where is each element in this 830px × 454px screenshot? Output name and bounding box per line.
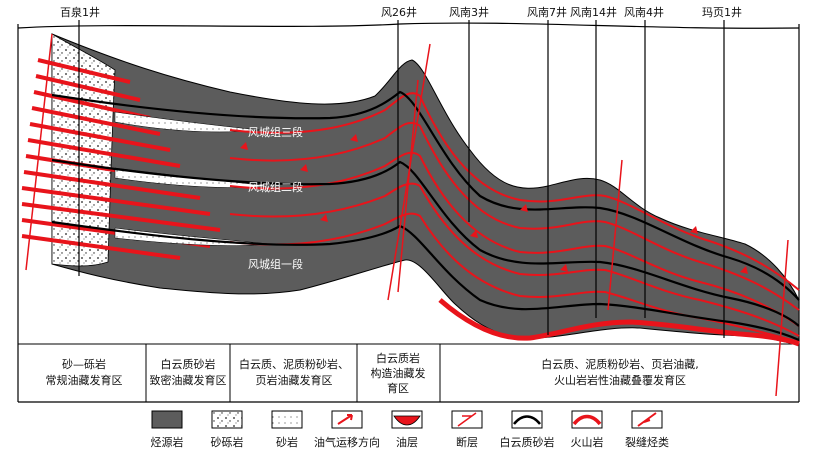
zone-2-line-2: 致密油藏发育区	[150, 373, 227, 387]
sandstone-icon	[271, 410, 303, 429]
legend-label-source-rock: 烃源岩	[151, 435, 184, 449]
zone-texts: 砂—砾岩 常规油藏发育区 白云质砂岩 致密油藏发育区 白云质、泥质粉砂岩、 页岩…	[46, 351, 699, 395]
zone-3-line-2: 页岩油藏发育区	[256, 373, 333, 387]
left-oil-stripes	[21, 58, 221, 260]
volcanic-rock-icon	[572, 414, 602, 426]
well-label-baiquan1: 百泉1井	[60, 5, 100, 19]
formation-label-1: 风城组一段	[248, 257, 303, 271]
legend-item-dolomitic-sandstone: 白云质砂岩	[500, 410, 555, 449]
well-lines	[78, 20, 725, 338]
zone-1-line-1: 砂—砾岩	[62, 357, 106, 371]
legend-item-fracture: 裂缝烃类	[625, 410, 669, 449]
migration-arrows	[240, 134, 748, 274]
formation-label-3: 风城组三段	[248, 125, 303, 139]
zone-4-line-3: 育区	[387, 381, 409, 395]
dolomitic-sandstone-icon	[513, 415, 541, 425]
zone-5-line-1: 白云质、泥质粉砂岩、页岩油藏,	[541, 357, 699, 371]
zone-4-line-1: 白云质岩	[376, 351, 420, 365]
well-label-mayе1: 玛页1井	[702, 5, 742, 19]
legend: 烃源岩 砂砾岩 砂岩 油气运移方向 油层 断层 白云质砂岩	[151, 410, 669, 449]
formation-boundaries	[51, 90, 800, 342]
well-label-fengnan7: 风南7井	[527, 5, 567, 19]
legend-item-migration: 油气运移方向	[314, 410, 380, 449]
zone-dividers	[145, 344, 441, 402]
fracture-hydrocarbon-icon	[637, 412, 657, 427]
surface-line	[17, 22, 800, 29]
legend-label-fracture: 裂缝烃类	[625, 435, 669, 449]
zone-5-line-2: 火山岩岩性油藏叠覆发育区	[554, 373, 686, 387]
well-label-fengnan4: 风南4井	[624, 5, 664, 19]
legend-label-sandy-conglomerate: 砂砾岩	[211, 435, 244, 449]
legend-label-migration: 油气运移方向	[314, 435, 380, 449]
legend-label-oil-layer: 油层	[396, 435, 418, 449]
legend-label-fault: 断层	[456, 435, 478, 449]
sandy-conglomerate-icon	[211, 410, 243, 429]
legend-item-sandy-conglomerate: 砂砾岩	[211, 410, 244, 449]
faults	[25, 33, 789, 397]
well-labels: 百泉1井 风26井 风南3井 风南7井 风南14井 风南4井 玛页1井	[60, 5, 742, 19]
zone-3-line-1: 白云质、泥质粉砂岩、	[239, 357, 349, 371]
well-label-feng26: 风26井	[381, 5, 417, 19]
legend-label-dolomitic-sandstone: 白云质砂岩	[500, 435, 555, 449]
oil-layer-icon	[393, 415, 421, 426]
legend-item-volcanic: 火山岩	[571, 410, 604, 449]
legend-label-volcanic: 火山岩	[571, 435, 604, 449]
fault-icon	[457, 412, 477, 427]
source-rock-icon	[151, 410, 183, 429]
formation-labels: 风城组三段 风城组二段 风城组一段	[248, 125, 303, 271]
migration-arrow-icon	[337, 414, 353, 425]
well-label-fengnan3: 风南3井	[449, 5, 489, 19]
legend-item-fault: 断层	[451, 410, 483, 449]
legend-item-oil-layer: 油层	[391, 410, 423, 449]
zone-1-line-2: 常规油藏发育区	[46, 373, 123, 387]
legend-item-sandstone: 砂岩	[271, 410, 303, 449]
legend-item-source-rock: 烃源岩	[151, 410, 184, 449]
zone-4-line-2: 构造油藏发	[371, 366, 426, 380]
zone-2-line-1: 白云质砂岩	[161, 357, 216, 371]
legend-label-sandstone: 砂岩	[276, 435, 298, 449]
well-label-fengnan14: 风南14井	[570, 5, 617, 19]
formation-label-2: 风城组二段	[248, 180, 303, 194]
volcanic-band	[438, 298, 800, 347]
